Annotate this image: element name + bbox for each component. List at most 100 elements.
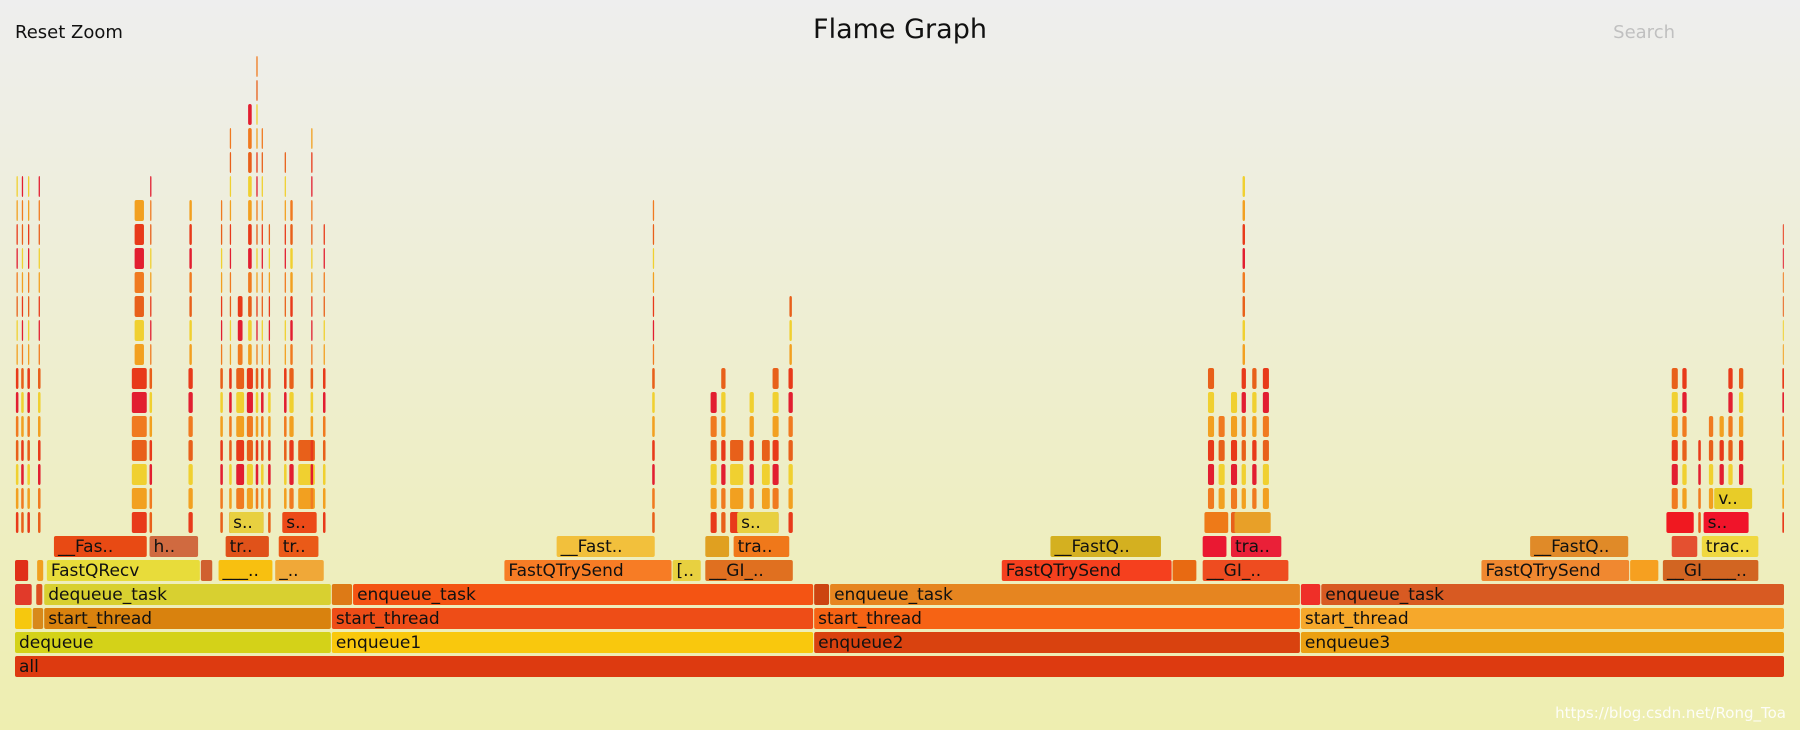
flame-sliver[interactable] — [256, 272, 258, 293]
flame-sliver[interactable] — [652, 224, 655, 245]
flame-sliver[interactable] — [16, 296, 18, 317]
flame-sliver[interactable] — [284, 392, 287, 413]
flame-sliver[interactable] — [772, 464, 779, 485]
flame-sliver[interactable] — [246, 464, 253, 485]
flame-sliver[interactable] — [1218, 416, 1225, 437]
flame-sliver[interactable] — [261, 272, 263, 293]
flame-sliver[interactable] — [28, 176, 30, 197]
flame-sliver[interactable] — [268, 320, 271, 341]
flame-sliver[interactable] — [28, 320, 30, 341]
flame-sliver[interactable] — [27, 464, 30, 485]
flame-sliver[interactable] — [1207, 392, 1215, 413]
flame-sliver[interactable] — [310, 392, 314, 413]
flame-sliver[interactable] — [27, 392, 30, 413]
flame-sliver[interactable] — [189, 344, 192, 365]
flame-sliver[interactable] — [1252, 368, 1257, 389]
flame-sliver[interactable] — [256, 344, 258, 365]
flame-frame[interactable] — [278, 536, 319, 557]
flame-sliver[interactable] — [16, 320, 18, 341]
flame-sliver[interactable] — [310, 440, 314, 461]
flame-frame[interactable] — [1481, 560, 1630, 581]
flame-sliver[interactable] — [1207, 488, 1215, 509]
flame-sliver[interactable] — [1262, 488, 1269, 509]
flame-sliver[interactable] — [1242, 176, 1245, 197]
flame-sliver[interactable] — [38, 248, 40, 269]
flame-frame-unlabeled[interactable] — [705, 536, 730, 557]
flame-sliver[interactable] — [1708, 464, 1714, 485]
flame-sliver[interactable] — [236, 488, 245, 509]
flame-sliver[interactable] — [1241, 416, 1246, 437]
flame-frame[interactable] — [15, 656, 1784, 677]
flame-sliver[interactable] — [256, 104, 258, 125]
flame-sliver[interactable] — [246, 488, 253, 509]
flame-sliver[interactable] — [220, 512, 223, 533]
flame-sliver[interactable] — [27, 368, 30, 389]
flame-sliver[interactable] — [21, 440, 24, 461]
flame-sliver[interactable] — [38, 176, 40, 197]
flame-sliver[interactable] — [150, 272, 152, 293]
flame-sliver[interactable] — [150, 200, 152, 221]
flame-sliver[interactable] — [1698, 512, 1701, 533]
flame-sliver[interactable] — [15, 464, 19, 485]
flame-sliver[interactable] — [1241, 368, 1246, 389]
flame-sliver[interactable] — [21, 392, 24, 413]
flame-sliver[interactable] — [310, 488, 314, 509]
flame-frame-unlabeled[interactable] — [200, 560, 213, 581]
flame-sliver[interactable] — [220, 392, 223, 413]
flame-sliver[interactable] — [261, 296, 263, 317]
flame-sliver[interactable] — [229, 200, 232, 221]
flame-sliver[interactable] — [788, 368, 793, 389]
flame-sliver[interactable] — [28, 272, 30, 293]
flame-sliver[interactable] — [1698, 464, 1701, 485]
flame-sliver[interactable] — [38, 512, 41, 533]
flame-sliver[interactable] — [1262, 464, 1269, 485]
flame-sliver[interactable] — [256, 80, 258, 101]
flame-frame[interactable] — [705, 560, 793, 581]
flame-sliver[interactable] — [229, 488, 232, 509]
flame-sliver[interactable] — [1708, 416, 1714, 437]
flame-sliver[interactable] — [1719, 440, 1724, 461]
flame-sliver[interactable] — [1728, 464, 1733, 485]
flame-sliver[interactable] — [21, 488, 24, 509]
flame-sliver[interactable] — [188, 512, 193, 533]
flame-sliver[interactable] — [761, 464, 770, 485]
flame-sliver[interactable] — [237, 344, 243, 365]
flame-sliver[interactable] — [229, 440, 232, 461]
flame-sliver[interactable] — [289, 464, 294, 485]
flame-sliver[interactable] — [322, 440, 326, 461]
flame-sliver[interactable] — [229, 392, 232, 413]
flame-sliver[interactable] — [16, 272, 18, 293]
flame-frame-unlabeled[interactable] — [814, 584, 830, 605]
flame-sliver[interactable] — [310, 368, 314, 389]
flame-sliver[interactable] — [1708, 440, 1714, 461]
flame-sliver[interactable] — [21, 368, 24, 389]
flame-frame[interactable] — [1300, 608, 1784, 629]
flame-sliver[interactable] — [256, 176, 258, 197]
flame-sliver[interactable] — [311, 248, 313, 269]
flame-sliver[interactable] — [1682, 368, 1687, 389]
flame-sliver[interactable] — [289, 416, 294, 437]
flame-sliver[interactable] — [290, 248, 293, 269]
flame-sliver[interactable] — [268, 224, 271, 245]
flame-sliver[interactable] — [788, 464, 793, 485]
flame-sliver[interactable] — [290, 200, 293, 221]
flame-sliver[interactable] — [789, 320, 792, 341]
flame-sliver[interactable] — [38, 416, 41, 437]
flame-sliver[interactable] — [1782, 416, 1784, 437]
flame-sliver[interactable] — [290, 272, 293, 293]
flame-sliver[interactable] — [1728, 440, 1733, 461]
flame-sliver[interactable] — [256, 296, 258, 317]
flame-sliver[interactable] — [16, 200, 18, 221]
flame-sliver[interactable] — [27, 488, 30, 509]
flame-sliver[interactable] — [134, 248, 144, 269]
flame-sliver[interactable] — [1242, 248, 1245, 269]
flame-sliver[interactable] — [268, 368, 271, 389]
flame-frame-unlabeled[interactable] — [32, 608, 44, 629]
flame-sliver[interactable] — [28, 224, 30, 245]
flame-sliver[interactable] — [229, 416, 232, 437]
flame-sliver[interactable] — [15, 512, 19, 533]
flame-sliver[interactable] — [149, 512, 153, 533]
flame-sliver[interactable] — [255, 488, 259, 509]
flame-sliver[interactable] — [1738, 440, 1744, 461]
flame-sliver[interactable] — [229, 152, 232, 173]
